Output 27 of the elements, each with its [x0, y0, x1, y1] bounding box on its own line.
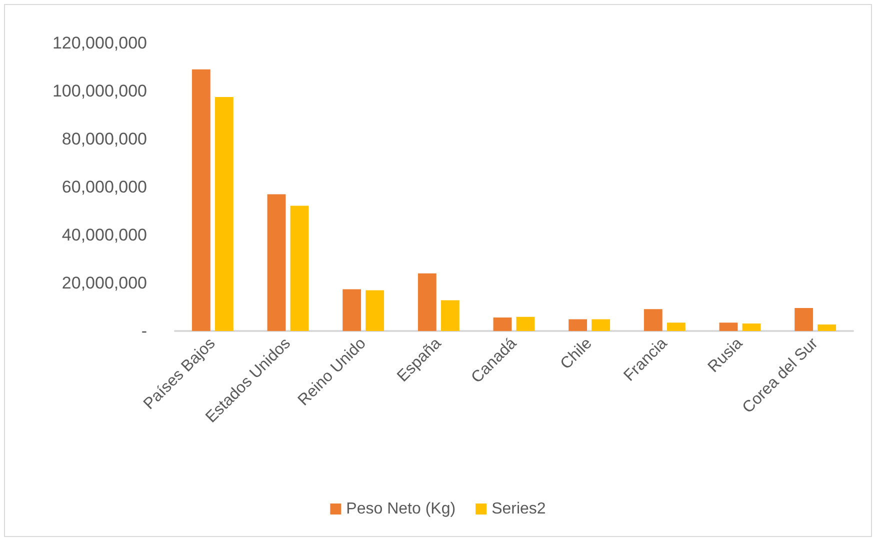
bar: [418, 273, 436, 331]
bar: [592, 319, 610, 331]
bar: [818, 324, 836, 331]
y-tick-label: 20,000,000: [62, 274, 147, 292]
bar: [342, 289, 362, 331]
bar: [644, 309, 662, 331]
bar: [493, 318, 512, 331]
bar: [794, 308, 814, 331]
legend-label: Peso Neto (Kg): [346, 500, 456, 518]
bar: [366, 290, 384, 331]
y-tick-label: 120,000,000: [52, 34, 147, 52]
y-tick-label: 100,000,000: [52, 82, 147, 100]
bar: [742, 324, 761, 331]
y-tick-label: 40,000,000: [62, 226, 147, 244]
bar: [568, 319, 588, 331]
bar: [267, 194, 286, 331]
bar: [440, 300, 460, 331]
bar: [666, 322, 686, 331]
bar: [516, 316, 535, 331]
bar: [214, 97, 234, 331]
legend-label: Series2: [492, 500, 546, 518]
y-tick-label: 80,000,000: [62, 130, 147, 148]
y-tick-label: -: [141, 322, 147, 340]
bar: [290, 206, 309, 331]
y-tick-label: 60,000,000: [62, 178, 147, 196]
bar: [192, 69, 210, 331]
bar: [719, 322, 738, 331]
